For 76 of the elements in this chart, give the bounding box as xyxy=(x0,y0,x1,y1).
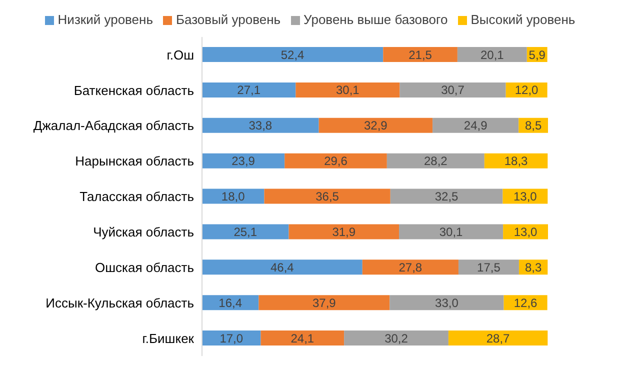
bar xyxy=(458,260,519,275)
bar xyxy=(202,330,261,346)
data-label: 16,4 xyxy=(218,296,242,310)
bar xyxy=(202,82,296,98)
data-label: 12,0 xyxy=(514,83,539,98)
data-label: 13,0 xyxy=(514,224,538,239)
data-label: 30,2 xyxy=(384,331,408,346)
bar xyxy=(432,118,519,133)
bar xyxy=(202,153,285,168)
data-label: 28,7 xyxy=(486,331,510,346)
bar xyxy=(284,153,387,168)
y-tick-label: Таласская область xyxy=(80,189,194,204)
y-tick-label: Чуйская область xyxy=(93,224,194,240)
legend-label: Низкий уровень xyxy=(58,12,153,27)
bar xyxy=(448,330,548,346)
bar xyxy=(386,153,484,168)
data-label: 33,0 xyxy=(435,296,459,310)
bar xyxy=(344,330,448,346)
data-label: 27,8 xyxy=(398,260,422,274)
data-label: 8,5 xyxy=(524,118,542,133)
legend-label: Базовый уровень xyxy=(176,12,281,27)
bar xyxy=(264,188,390,204)
y-tick-label: Джалал-Абадская область xyxy=(33,118,194,134)
data-label: 18,0 xyxy=(221,190,246,204)
data-label: 17,5 xyxy=(477,260,501,274)
bar xyxy=(296,82,400,98)
y-tick-label: Нарынская область xyxy=(75,154,194,169)
y-tick-label: Баткенская область xyxy=(74,82,194,98)
bar xyxy=(260,330,344,346)
bar xyxy=(400,82,506,98)
bar xyxy=(202,47,384,62)
data-label: 25,1 xyxy=(234,224,258,239)
bar xyxy=(202,118,319,133)
bar xyxy=(202,260,362,275)
bar xyxy=(362,260,458,275)
data-label: 37,9 xyxy=(312,296,336,310)
data-label: 32,5 xyxy=(434,190,459,204)
legend-label: Высокий уровень xyxy=(470,12,576,27)
bar xyxy=(457,47,527,62)
data-label: 32,9 xyxy=(364,118,388,133)
bar xyxy=(390,188,503,204)
data-label: 28,2 xyxy=(424,154,448,168)
data-label: 29,6 xyxy=(324,154,348,168)
y-tick-label: Ошская область xyxy=(94,260,194,276)
bar xyxy=(318,118,433,133)
bar xyxy=(383,47,458,62)
bar xyxy=(399,224,504,240)
data-label: 12,6 xyxy=(514,296,538,310)
data-label: 36,5 xyxy=(316,190,340,204)
data-label: 13,0 xyxy=(514,190,538,204)
data-label: 30,7 xyxy=(441,83,465,98)
bar xyxy=(390,295,504,310)
data-label: 8,3 xyxy=(524,260,542,274)
data-label: 30,1 xyxy=(439,224,464,239)
data-label: 24,1 xyxy=(290,331,314,346)
data-label: 23,9 xyxy=(232,154,256,168)
legend-label: Уровень выше базового xyxy=(304,12,448,27)
data-label: 20,1 xyxy=(480,48,504,62)
y-tick-label: г.Ош xyxy=(166,47,194,62)
data-label: 46,4 xyxy=(270,260,294,274)
data-label: 21,5 xyxy=(408,48,432,62)
data-label: 30,1 xyxy=(336,83,360,98)
data-label: 18,3 xyxy=(504,154,528,168)
bar xyxy=(202,224,289,240)
data-label: 33,8 xyxy=(248,118,272,133)
data-label: 31,9 xyxy=(332,224,356,239)
data-label: 27,1 xyxy=(237,83,261,98)
data-label: 52,4 xyxy=(280,48,305,62)
bar xyxy=(288,224,400,240)
data-label: 5,9 xyxy=(528,48,546,62)
y-tick-label: г.Бишкек xyxy=(142,330,194,346)
y-tick-label: Иссык-Кульская область xyxy=(46,295,194,310)
data-label: 24,9 xyxy=(464,118,488,133)
bar xyxy=(484,153,548,168)
bar xyxy=(258,295,390,310)
data-label: 17,0 xyxy=(220,331,244,346)
